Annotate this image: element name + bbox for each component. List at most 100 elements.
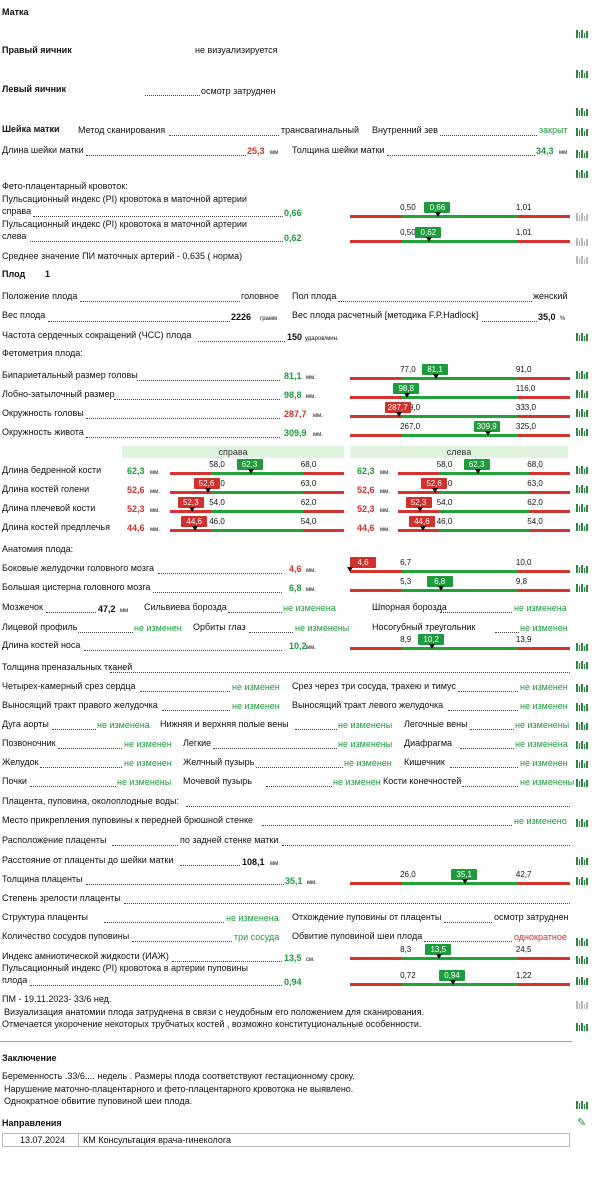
afi-scale-high (517, 957, 570, 960)
scan-method-value: трансвагинальный (281, 125, 359, 135)
fetometry-2-scale-high (517, 415, 570, 418)
chart-icon[interactable] (576, 779, 588, 787)
fetometry-2-value-badge: 287,7 (384, 402, 411, 413)
fetometry-3-scale-low (350, 434, 403, 437)
chart-icon[interactable] (576, 238, 588, 246)
afi-scale-low (350, 957, 403, 960)
bone-value-right: 44,6 (127, 523, 145, 533)
umb-pi-min-label: 0,72 (400, 971, 416, 980)
chart-icon[interactable] (576, 504, 588, 512)
bone-left-1-scale-normal (438, 491, 530, 494)
chart-icon[interactable] (576, 1001, 588, 1009)
chart-icon[interactable] (576, 584, 588, 592)
bone-left-1-marker (432, 488, 439, 493)
uterus-title: Матка (2, 7, 29, 17)
bone-left-0-scale-low (398, 472, 439, 475)
bone-right-2-value-badge: 52,3 (177, 497, 204, 508)
chart-icon[interactable] (576, 128, 588, 136)
chart-icon[interactable] (576, 956, 588, 964)
chart-icon[interactable] (576, 1023, 588, 1031)
bone-right-0-scale-low (170, 472, 212, 475)
bone-right-3-scale-normal (211, 529, 303, 532)
bone-right-0-scale-normal (211, 472, 303, 475)
chart-icon[interactable] (576, 703, 588, 711)
bone-right-0-max-label: 68,0 (300, 460, 317, 469)
chart-icon[interactable] (576, 428, 588, 436)
fetometry-1-max-label: 116,0 (515, 384, 536, 393)
chart-icon[interactable] (576, 819, 588, 827)
chart-icon[interactable] (576, 722, 588, 730)
bone-value-right: 52,3 (127, 504, 145, 514)
nose-scale-low (350, 647, 403, 650)
bone-value-left: 52,6 (357, 485, 375, 495)
chart-icon[interactable] (576, 523, 588, 531)
chart-icon[interactable] (576, 684, 588, 692)
afi-value-badge: 13,5 (425, 944, 452, 955)
ventricles-marker (347, 567, 353, 572)
bone-label: Длина плечевой кости (2, 503, 96, 513)
chart-icon[interactable] (576, 150, 588, 158)
chart-icon[interactable] (576, 371, 588, 379)
chart-icon[interactable] (576, 333, 588, 341)
bone-value-right: 62,3 (127, 466, 145, 476)
fetometry-2-scale-normal (402, 415, 518, 418)
chart-icon[interactable] (576, 409, 588, 417)
chart-icon[interactable] (576, 741, 588, 749)
chart-icon[interactable] (576, 213, 588, 221)
chart-icon[interactable] (576, 643, 588, 651)
placenta-thickness-min-label: 26,0 (400, 870, 416, 879)
chart-icon[interactable] (576, 1101, 588, 1109)
fetometry-2-marker (395, 412, 402, 417)
chart-icon[interactable] (576, 857, 588, 865)
fetometry-value: 309,9 (284, 428, 307, 438)
bone-left-1-max-label: 63,0 (527, 479, 543, 488)
bone-left-2-scale-normal (438, 510, 530, 513)
umb-pi-scale-normal (402, 983, 518, 986)
chart-icon[interactable] (576, 466, 588, 474)
bone-right-2-scale-normal (211, 510, 303, 513)
nose-value: 10,2 (289, 641, 307, 651)
chart-icon[interactable] (576, 170, 588, 178)
fetometry-0-scale-low (350, 377, 403, 380)
chart-icon[interactable] (576, 30, 588, 38)
chart-icon[interactable] (576, 938, 588, 946)
chart-icon[interactable] (576, 877, 588, 885)
chart-icon[interactable] (576, 390, 588, 398)
chart-icon[interactable] (576, 256, 588, 264)
placenta-thickness-max-label: 42,7 (515, 870, 532, 879)
bone-right-2-scale-high (302, 510, 344, 513)
chart-icon[interactable] (576, 760, 588, 768)
cisterna-scale-normal (402, 589, 518, 592)
fetometry-value: 98,8 (284, 390, 302, 400)
placenta-thickness-scale-normal (402, 882, 518, 885)
bone-right-0-scale-high (302, 472, 344, 475)
bone-right-1-scale-normal (211, 491, 303, 494)
referral-text[interactable]: КМ Консультация врача-гинеколога (83, 1135, 231, 1145)
chart-icon[interactable] (576, 565, 588, 573)
fetometry-3-value-badge: 309,9 (473, 421, 500, 432)
cervix-length-value: 25,3 (247, 146, 265, 156)
fetometry-1-value-badge: 98,8 (393, 383, 420, 394)
bone-left-3-scale-normal (438, 529, 530, 532)
bone-right-1-marker (204, 488, 211, 493)
ventricles-min-label: 6,7 (400, 558, 412, 567)
bone-right-1-max-label: 63,0 (300, 479, 317, 488)
cisterna-marker (437, 586, 444, 591)
bone-right-2-min-label: 54,0 (209, 498, 225, 507)
bone-left-3-scale-low (398, 529, 439, 532)
scan-method-label: Метод сканирования (78, 125, 166, 135)
bone-left-3-max-label: 54,0 (527, 517, 543, 526)
chart-icon[interactable] (576, 70, 588, 78)
pi-left-scale-normal (402, 240, 518, 243)
chart-icon[interactable] (576, 661, 588, 669)
bone-left-0-min-label: 58,0 (436, 460, 453, 469)
fetometry-0-max-label: 91,0 (515, 365, 532, 374)
umb-pi-scale-low (350, 983, 403, 986)
umb-pi-scale-high (517, 983, 570, 986)
chart-icon[interactable] (576, 977, 588, 985)
chart-icon[interactable] (576, 485, 588, 493)
chart-icon[interactable] (576, 108, 588, 116)
edit-icon[interactable]: ✎ (577, 1117, 587, 1129)
fetometry-3-scale-normal (402, 434, 518, 437)
internal-os-label: Внутренний зев (372, 125, 438, 135)
